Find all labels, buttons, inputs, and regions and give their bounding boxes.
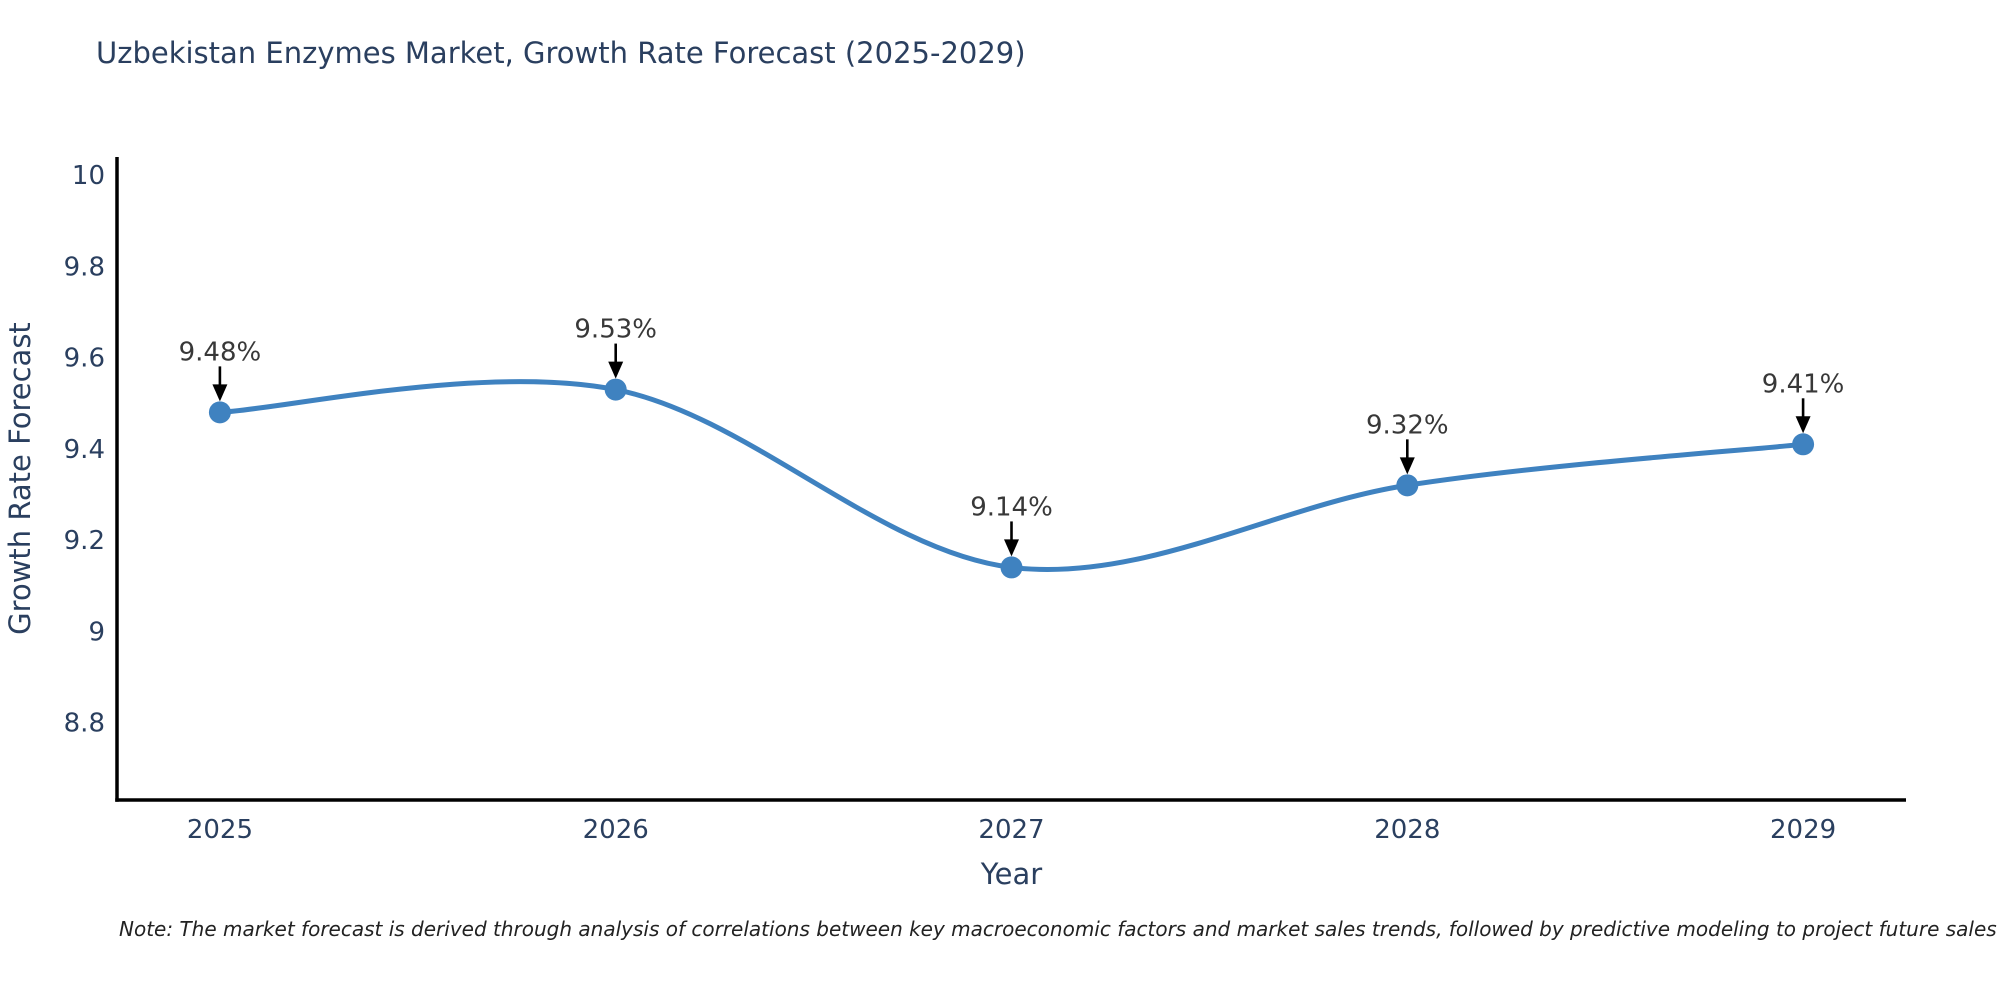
annotation-label: 9.14% — [970, 492, 1053, 522]
annotation-arrowhead-icon — [1004, 539, 1019, 557]
annotation-2025: 9.48% — [179, 337, 262, 402]
footnote: Note: The market forecast is derived thr… — [119, 917, 1997, 941]
chart-title: Uzbekistan Enzymes Market, Growth Rate F… — [96, 36, 1026, 70]
annotation-arrowhead-icon — [212, 384, 228, 402]
data-point-2027[interactable] — [1000, 556, 1023, 579]
y-tick-label: 9.2 — [64, 526, 105, 556]
annotation-arrowhead-icon — [608, 361, 624, 379]
annotation-label: 9.48% — [179, 337, 262, 367]
x-tick-labels: 2025 2026 2027 2028 2029 — [187, 815, 1836, 845]
y-tick-label: 9.4 — [64, 435, 105, 465]
point-annotations: 9.48% 9.53% 9.14% 9.32% 9.41% — [179, 315, 1845, 557]
x-axis-title: Year — [980, 857, 1042, 891]
axes — [115, 157, 1906, 802]
annotation-label: 9.53% — [574, 315, 657, 345]
annotation-arrowhead-icon — [1795, 416, 1811, 434]
annotation-2028: 9.32% — [1366, 410, 1449, 475]
annotation-2029: 9.41% — [1762, 369, 1845, 434]
data-point-2026[interactable] — [604, 378, 627, 401]
y-tick-labels: 8.8 9 9.2 9.4 9.6 9.8 10 — [64, 161, 105, 738]
data-point-2025[interactable] — [208, 401, 231, 424]
x-tick-label: 2028 — [1374, 815, 1440, 845]
x-tick-label: 2026 — [583, 815, 649, 845]
y-axis-title: Growth Rate Forecast — [3, 322, 37, 635]
y-tick-label: 9 — [88, 617, 105, 647]
annotation-label: 9.41% — [1762, 369, 1845, 399]
x-tick-label: 2029 — [1770, 815, 1836, 845]
data-points — [208, 378, 1815, 579]
y-tick-label: 8.8 — [64, 708, 105, 738]
annotation-2027: 9.14% — [970, 492, 1053, 557]
y-tick-label: 10 — [72, 161, 105, 191]
y-tick-label: 9.6 — [64, 344, 105, 374]
data-point-2029[interactable] — [1792, 433, 1815, 456]
x-tick-label: 2027 — [978, 815, 1044, 845]
y-tick-label: 9.8 — [64, 252, 105, 282]
data-point-2028[interactable] — [1396, 474, 1419, 497]
annotation-2026: 9.53% — [574, 315, 657, 379]
annotation-label: 9.32% — [1366, 410, 1449, 440]
annotation-arrowhead-icon — [1399, 457, 1415, 475]
x-tick-label: 2025 — [187, 815, 253, 845]
